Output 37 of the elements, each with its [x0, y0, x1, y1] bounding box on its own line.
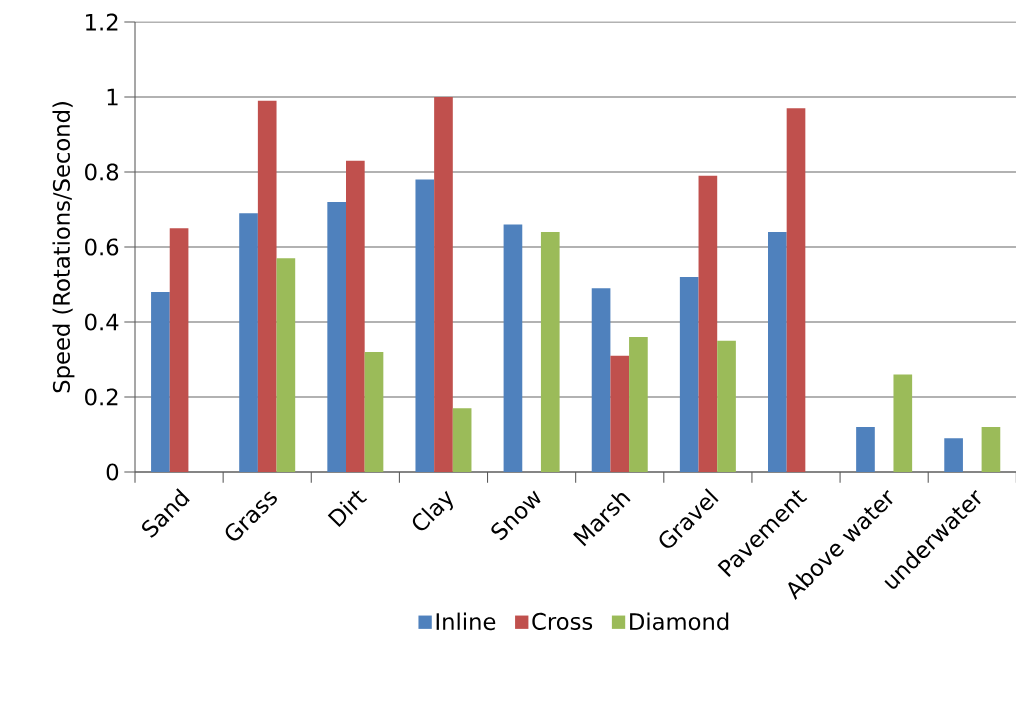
- bar: [629, 337, 648, 472]
- x-tick-label: Dirt: [327, 490, 368, 528]
- bar: [452, 408, 472, 472]
- bar: [151, 292, 170, 472]
- legend-label: Diamond: [630, 612, 729, 631]
- bar: [893, 374, 913, 472]
- y-tick-label: 0.2: [85, 388, 118, 406]
- bar: [591, 288, 611, 472]
- bar: [364, 352, 384, 472]
- bar: [434, 97, 453, 472]
- bar: [856, 427, 875, 472]
- bar: [717, 340, 736, 472]
- bar: [239, 213, 258, 472]
- bar: [944, 438, 963, 472]
- y-tick-label: 0.4: [85, 313, 119, 331]
- bar: [540, 232, 560, 472]
- bar: [786, 108, 806, 472]
- bar: [768, 232, 787, 472]
- bar: [610, 355, 630, 472]
- bar: [698, 175, 718, 472]
- y-tick-label: 0.8: [85, 163, 119, 181]
- y-axis-title: Speed (Rotations/Second): [52, 102, 75, 393]
- bar: [981, 427, 1001, 472]
- bar: [169, 228, 189, 472]
- bar: [415, 179, 435, 472]
- bar: [346, 160, 365, 472]
- legend-label: Cross: [532, 612, 593, 630]
- y-tick-label: 0: [106, 463, 119, 481]
- bar: [503, 224, 523, 472]
- bar: [679, 277, 699, 472]
- bar: [257, 100, 277, 472]
- legend-label: Inline: [436, 612, 496, 631]
- y-tick-label: 1.2: [86, 13, 118, 31]
- y-tick-label: 0.6: [85, 238, 119, 256]
- bar: [276, 258, 296, 472]
- y-tick-label: 1: [107, 88, 118, 106]
- bar: [327, 202, 346, 472]
